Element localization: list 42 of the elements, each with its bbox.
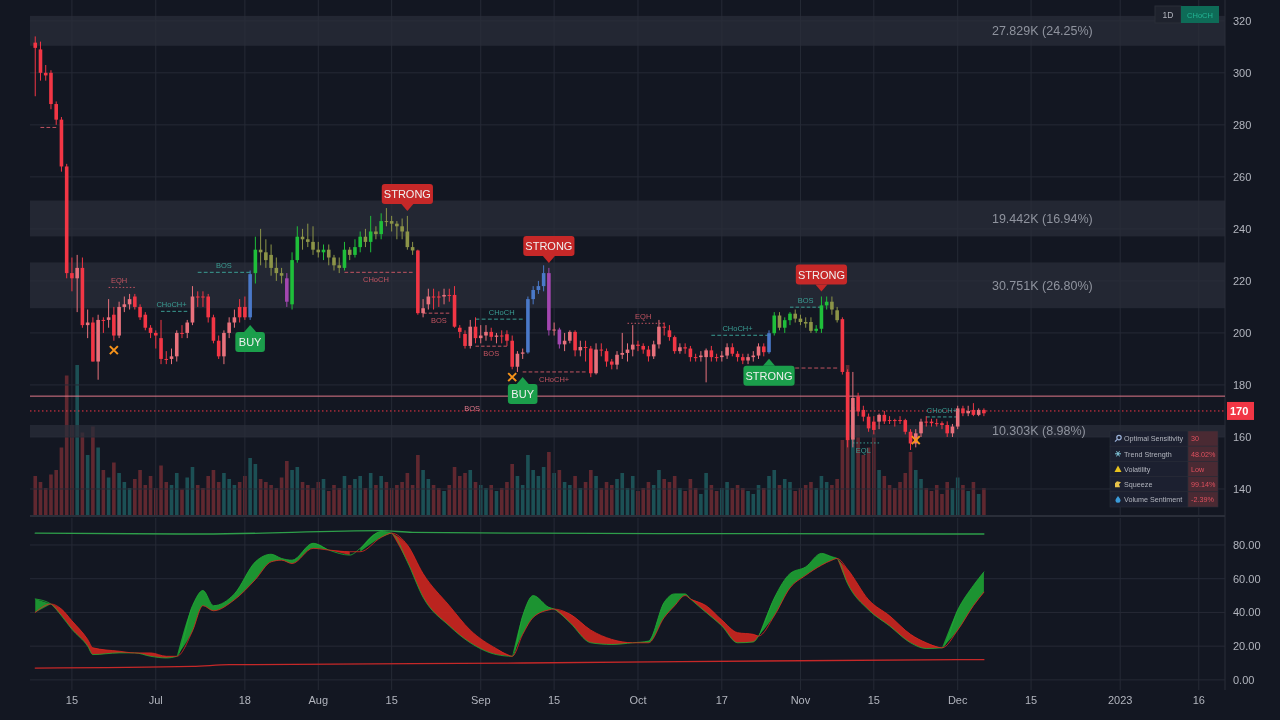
y-tick-label: 280 <box>1233 118 1252 131</box>
x-tick-label: 16 <box>1192 694 1205 706</box>
annotation: STRONG <box>383 187 431 200</box>
band-label: 19.442K (16.94%) <box>991 211 1093 226</box>
x-tick-label: 15 <box>1024 694 1038 706</box>
x-tick-label: 15 <box>867 694 880 706</box>
y-tick-label: 140 <box>1233 482 1252 495</box>
y-tick-label: 80.00 <box>1233 538 1261 551</box>
x-tick-label: Dec <box>947 694 968 706</box>
y-tick-label: 40.00 <box>1233 606 1261 619</box>
band-label: 30.751K (26.80%) <box>991 278 1093 293</box>
x-tick-label: Aug <box>308 694 329 706</box>
x-tick-label: Nov <box>790 694 811 706</box>
annotation: 1D <box>1162 10 1174 20</box>
y-tick-label: 260 <box>1233 170 1252 183</box>
annotation: BUY <box>511 387 535 400</box>
x-tick-label: Sep <box>470 694 491 706</box>
y-tick-label: 0.00 <box>1233 673 1255 686</box>
y-tick-label: 200 <box>1233 326 1252 339</box>
y-tick-label: 60.00 <box>1233 572 1261 585</box>
x-tick-label: 15 <box>548 694 561 706</box>
y-tick-label: 240 <box>1233 222 1252 235</box>
y-tick-label: 220 <box>1233 274 1252 287</box>
ref-line-label: 170 <box>1230 404 1249 417</box>
x-tick-label: 18 <box>238 694 252 706</box>
annotation: BUY <box>238 335 263 348</box>
annotation: STRONG <box>745 369 793 382</box>
annotation: STRONG <box>797 268 845 281</box>
x-tick-label: 15 <box>385 694 398 706</box>
x-tick-label: 15 <box>65 694 79 706</box>
y-tick-label: 180 <box>1233 378 1252 391</box>
band-label: 10.303K (8.98%) <box>991 424 1086 439</box>
y-tick-label: 20.00 <box>1233 640 1261 653</box>
x-tick-label: Jul <box>148 694 163 706</box>
band-label: 27.829K (24.25%) <box>991 24 1093 39</box>
x-tick-label: 2023 <box>1107 694 1133 706</box>
annotation: STRONG <box>525 239 573 252</box>
x-tick-label: 17 <box>715 694 728 706</box>
x-tick-label: Oct <box>629 694 647 706</box>
y-tick-label: 160 <box>1233 430 1252 443</box>
y-tick-label: 320 <box>1233 14 1252 27</box>
y-tick-label: 300 <box>1233 66 1252 79</box>
